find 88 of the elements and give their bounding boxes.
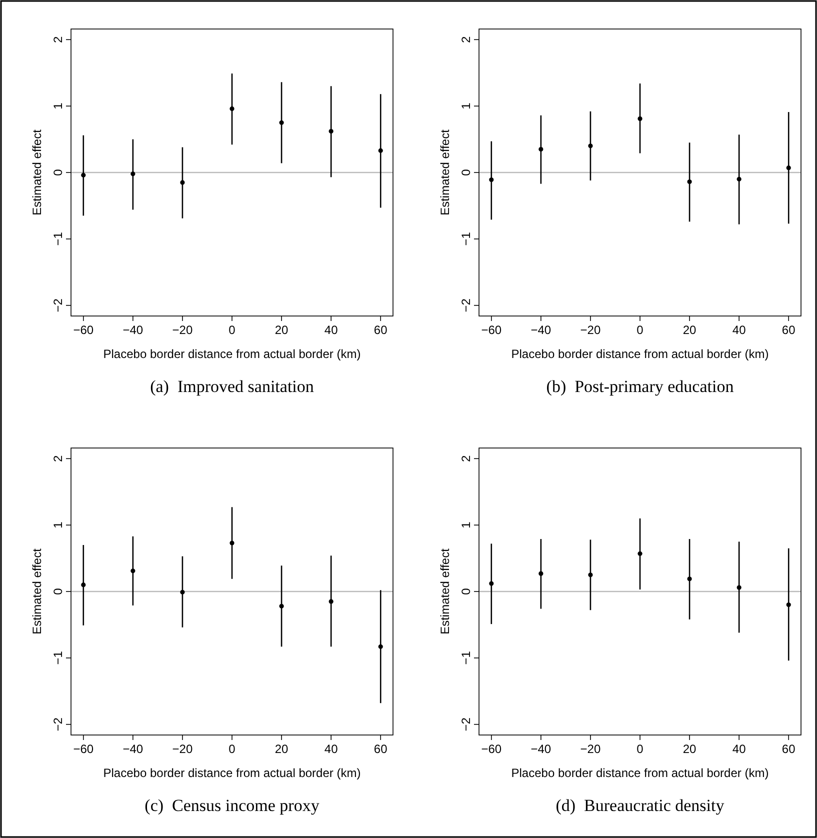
point (378, 644, 383, 649)
x-tick-label: 0 (636, 742, 644, 756)
x-tick-label: 40 (324, 742, 338, 756)
text: (b) Post-primary education (546, 377, 734, 396)
point (378, 148, 383, 153)
y-tick-label: 0 (459, 588, 473, 595)
text: (c) Census income proxy (144, 796, 320, 815)
point (588, 572, 593, 578)
x-tick-label: 60 (374, 323, 388, 337)
y-tick-label: 0 (51, 168, 65, 176)
x-tick-label: 60 (782, 323, 796, 337)
x-tick-label: 0 (228, 323, 236, 337)
x-axis-title: Placebo border distance from actual border (km) (103, 766, 361, 780)
x-tick-label: −20 (580, 323, 601, 337)
x-tick-label: −60 (73, 742, 94, 756)
y-tick-label: 2 (51, 36, 65, 43)
point (687, 180, 692, 184)
point (230, 106, 234, 112)
y-tick-label: 1 (51, 521, 65, 528)
point (588, 144, 593, 148)
y-tick-label: −1 (51, 232, 65, 246)
y-tick-label: −2 (459, 717, 473, 732)
y-tick-label: 2 (459, 454, 473, 462)
x-tick-label: 20 (682, 323, 697, 337)
point (180, 180, 185, 185)
point (130, 568, 136, 574)
point (786, 602, 791, 608)
x-tick-label: 60 (782, 742, 796, 756)
x-tick-label: 20 (274, 742, 289, 756)
x-tick-label: 40 (732, 323, 746, 337)
x-tick-label: −60 (481, 742, 502, 756)
point (736, 585, 742, 590)
point (489, 178, 494, 182)
y-tick-label: 2 (51, 454, 65, 462)
point (81, 582, 86, 588)
y-tick-label: −1 (51, 650, 65, 665)
point (81, 172, 86, 178)
y-axis-title: Estimated effect (438, 128, 452, 216)
y-tick-label: 2 (459, 36, 473, 43)
x-tick-label: −40 (530, 742, 552, 756)
x-tick-label: 60 (374, 742, 388, 756)
point (538, 146, 544, 152)
point (736, 176, 742, 182)
point (638, 116, 642, 121)
y-tick-label: −1 (459, 232, 473, 246)
point (279, 604, 284, 608)
text: (a) Improved sanitation (150, 377, 314, 396)
point (130, 172, 136, 176)
y-tick-label: −2 (51, 298, 65, 312)
point (489, 581, 494, 586)
x-tick-label: 0 (636, 323, 644, 337)
text: (d) Bureaucratic density (556, 796, 725, 815)
x-tick-label: −60 (481, 323, 502, 337)
point (638, 551, 642, 556)
x-tick-label: −40 (122, 323, 144, 337)
x-tick-label: 20 (274, 323, 289, 337)
y-axis-title: Estimated effect (438, 548, 452, 634)
point (230, 540, 234, 546)
y-tick-label: 1 (51, 102, 65, 110)
y-tick-label: −2 (51, 717, 65, 732)
x-tick-label: 40 (732, 742, 746, 756)
y-tick-label: 1 (459, 521, 473, 528)
x-tick-label: 0 (228, 742, 236, 756)
x-tick-label: −20 (172, 742, 193, 756)
point (786, 166, 791, 170)
x-axis-title: Placebo border distance from actual border (km) (511, 766, 769, 780)
x-tick-label: −60 (73, 323, 94, 337)
x-tick-label: 20 (682, 742, 697, 756)
x-tick-label: −20 (580, 742, 601, 756)
point (279, 120, 284, 125)
x-axis-title: Placebo border distance from actual border (km) (511, 347, 769, 361)
y-tick-label: −2 (459, 298, 473, 312)
point (328, 599, 334, 604)
x-tick-label: −40 (530, 323, 552, 337)
x-tick-label: −20 (172, 323, 193, 337)
point (180, 590, 185, 594)
y-tick-label: 0 (51, 588, 65, 595)
y-tick-label: 0 (459, 168, 473, 176)
point (538, 571, 544, 576)
y-tick-label: 1 (459, 102, 473, 110)
x-axis-title: Placebo border distance from actual border (km) (103, 347, 361, 361)
y-axis-title: Estimated effect (30, 548, 44, 634)
point (328, 129, 334, 134)
x-tick-label: −40 (122, 742, 144, 756)
y-axis-title: Estimated effect (30, 128, 44, 216)
y-tick-label: −1 (459, 650, 473, 665)
x-tick-label: 40 (324, 323, 338, 337)
point (687, 576, 692, 582)
